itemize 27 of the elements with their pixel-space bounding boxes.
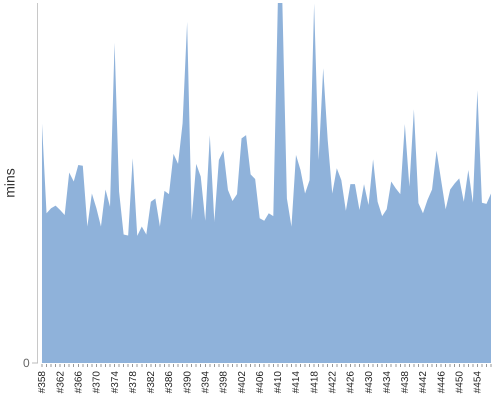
x-tick-label: #358	[37, 370, 48, 394]
x-tick-label: #394	[200, 370, 212, 394]
text: 0	[23, 356, 30, 370]
x-tick-label: #378	[128, 370, 139, 394]
x-tick-label: #386	[164, 370, 176, 394]
x-tick-label: #370	[92, 370, 103, 394]
x-tick-label: #362	[55, 370, 66, 394]
x-tick-label: #414	[291, 370, 302, 394]
x-tick-label: #446	[436, 370, 448, 394]
x-tick-label: #422	[328, 370, 339, 394]
x-tick-label: #406	[254, 370, 266, 394]
x-tick-label: #430	[364, 370, 375, 394]
x-tick-label: #398	[218, 370, 230, 394]
x-tick-label: #410	[273, 370, 284, 394]
x-tick-label: #402	[236, 370, 248, 394]
x-tick-label: #366	[74, 370, 85, 394]
x-tick-label: #434	[382, 370, 393, 394]
x-tick-label: #442	[418, 370, 430, 394]
x-tick-label: #418	[309, 370, 320, 394]
y-axis-title: mins	[2, 168, 18, 198]
x-tick-label: #454	[472, 370, 484, 394]
x-tick-label: #374	[110, 370, 121, 394]
x-tick-label: #438	[400, 370, 412, 394]
x-tick-label: #450	[454, 370, 466, 394]
x-tick-label: #390	[182, 370, 194, 394]
x-tick-label: #426	[346, 370, 357, 394]
x-tick-label: #382	[146, 370, 158, 394]
